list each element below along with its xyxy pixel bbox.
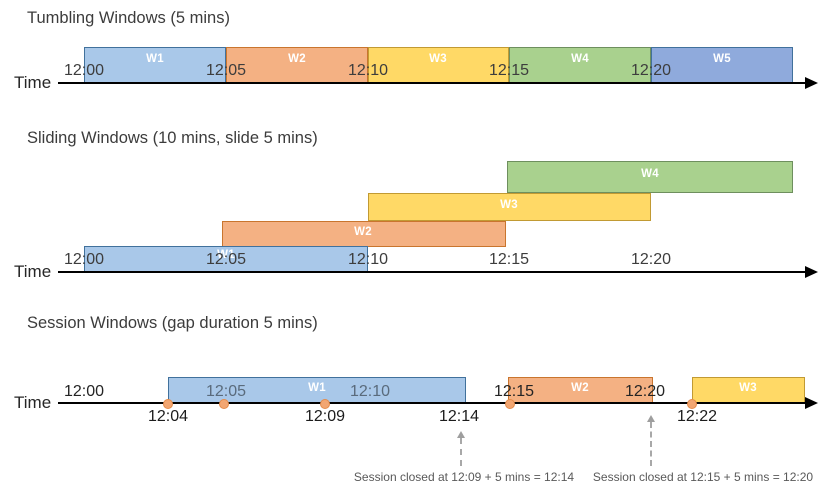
tick-label: 12:15	[488, 251, 530, 268]
tick-label: 12:00	[63, 62, 105, 79]
axis-arrowhead-icon	[805, 397, 818, 409]
tumbling-window-w4	[509, 47, 651, 84]
session-window-label: W1	[308, 382, 326, 394]
axis-arrowhead-icon	[805, 266, 818, 278]
event-dot	[219, 399, 229, 409]
tumbling-window-label: W2	[288, 53, 306, 65]
tick-label: 12:00	[63, 251, 105, 268]
tick-label: 12:05	[205, 383, 247, 400]
tumbling-window-label: W4	[571, 53, 589, 65]
tick-label: 12:20	[624, 383, 666, 400]
tick-label: 12:00	[63, 383, 105, 400]
sliding-window-label: W1	[217, 249, 235, 261]
sliding-section-title: Sliding Windows (10 mins, slide 5 mins)	[27, 129, 318, 147]
tumbling-section-title: Tumbling Windows (5 mins)	[27, 9, 230, 27]
session-window-w3	[692, 377, 805, 404]
tumbling-window-label: W3	[429, 53, 447, 65]
event-time-label: 12:14	[438, 408, 480, 425]
session-window-label: W3	[739, 382, 757, 394]
tick-label: 12:20	[630, 251, 672, 268]
session-close-arrow-icon	[647, 415, 655, 422]
tumbling-window-label: W1	[146, 53, 164, 65]
tumbling-window-w2	[226, 47, 368, 84]
tumbling-window-label: W5	[713, 53, 731, 65]
sliding-window-label: W4	[641, 168, 659, 180]
event-dot	[163, 399, 173, 409]
sliding-window-label: W3	[500, 199, 518, 211]
session-window-w2	[508, 377, 653, 404]
session-close-annotation: Session closed at 12:09 + 5 mins = 12:14	[353, 470, 575, 484]
event-time-label: 12:22	[676, 408, 718, 425]
event-dot	[505, 399, 515, 409]
axis-arrowhead-icon	[805, 77, 818, 89]
tick-label: 12:10	[349, 383, 391, 400]
tick-label: 12:10	[347, 251, 389, 268]
session-close-annotation: Session closed at 12:15 + 5 mins = 12:20	[592, 470, 814, 484]
tick-label: 12:05	[205, 251, 247, 268]
time-axis-label: Time	[14, 73, 52, 92]
time-axis	[58, 402, 808, 405]
sliding-window-w2	[222, 221, 506, 247]
sliding-window-w4	[507, 161, 793, 193]
session-close-arrow-line	[650, 422, 652, 466]
time-axis	[58, 271, 808, 274]
session-section-title: Session Windows (gap duration 5 mins)	[27, 314, 318, 332]
session-close-arrow-line	[460, 438, 462, 466]
event-time-label: 12:04	[147, 408, 189, 425]
tick-label: 12:05	[205, 62, 247, 79]
tick-label: 12:20	[630, 62, 672, 79]
event-time-label: 12:09	[304, 408, 346, 425]
session-window-label: W2	[571, 382, 589, 394]
tick-label: 12:10	[347, 62, 389, 79]
time-axis-label: Time	[14, 262, 52, 281]
tick-label: 12:15	[488, 62, 530, 79]
session-close-arrow-icon	[457, 431, 465, 438]
event-dot	[320, 399, 330, 409]
sliding-window-w1	[84, 246, 368, 273]
tumbling-window-w1	[84, 47, 226, 84]
sliding-window-label: W2	[354, 226, 372, 238]
tick-label: 12:15	[493, 383, 535, 400]
time-axis-label: Time	[14, 393, 52, 412]
time-axis	[58, 82, 808, 85]
event-dot	[687, 399, 697, 409]
sliding-window-w3	[368, 193, 651, 221]
